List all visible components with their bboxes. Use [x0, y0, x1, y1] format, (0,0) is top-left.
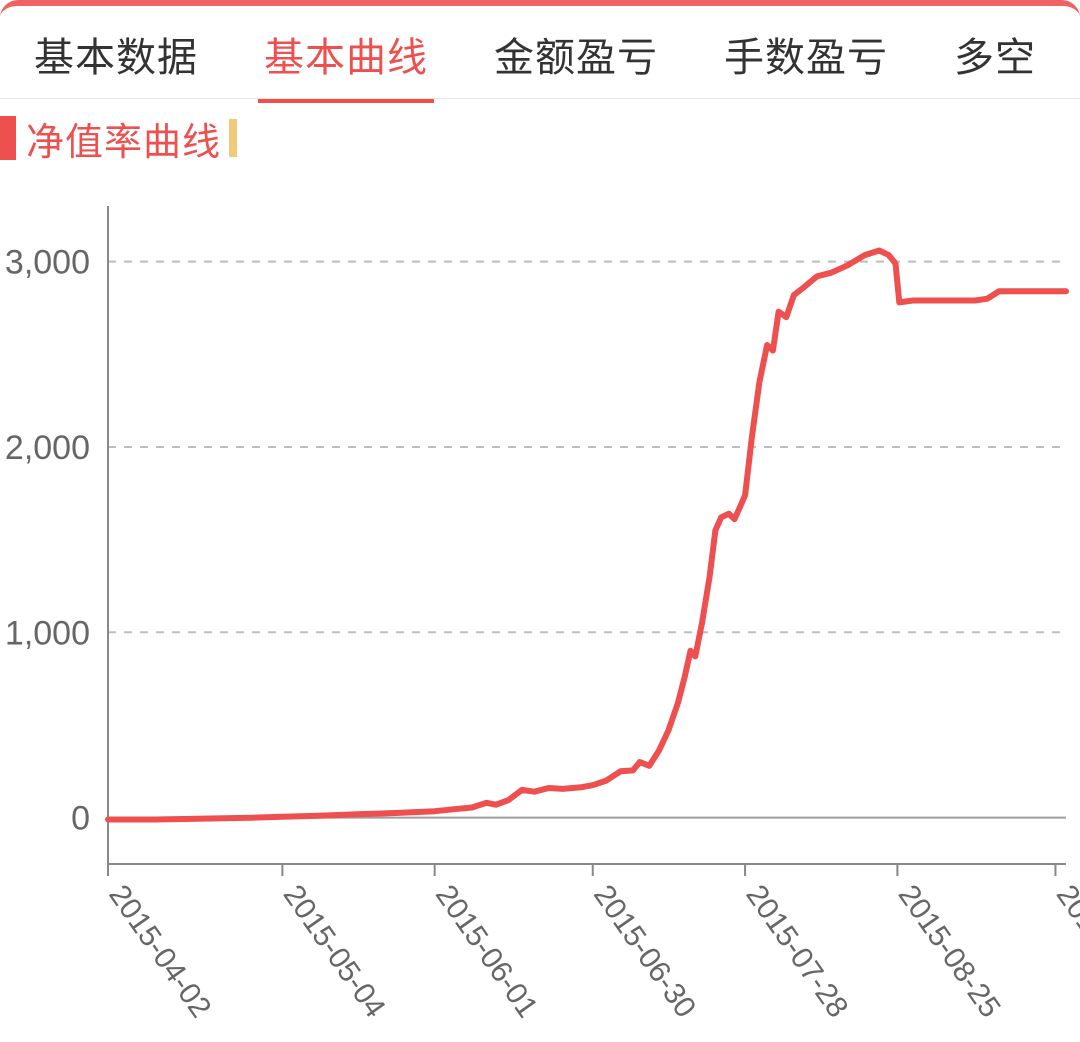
x-tick-label: 2015-06-30: [587, 879, 702, 1024]
chart-subtitle: 净值率曲线: [26, 111, 221, 166]
tab-basic-data[interactable]: 基本数据: [34, 7, 198, 95]
tab-bar: 基本数据 基本曲线 金额盈亏 手数盈亏 多空: [0, 6, 1080, 96]
y-tick-label: 3,000: [5, 244, 90, 282]
subtitle-red-bar-icon: [0, 116, 16, 160]
x-tick-label: 2015-04-02: [102, 879, 217, 1024]
x-tick-label: 2015-08-25: [892, 879, 1007, 1024]
app-root: 基本数据 基本曲线 金额盈亏 手数盈亏 多空 净值率曲线 0 1,000 2,000…: [0, 0, 1080, 1042]
y-tick-label: 1,000: [5, 614, 90, 652]
chart-container: 0 1,000 2,000 3,000 2015-04-02 2015-05-04 2015…: [0, 192, 1080, 1042]
tab-bar-underline: [0, 98, 1080, 99]
y-tick-label: 0: [71, 800, 90, 838]
x-tick-label: 2015-07-28: [739, 879, 854, 1024]
tab-long-short[interactable]: 多空: [954, 7, 1036, 95]
tab-lots-pl[interactable]: 手数盈亏: [724, 7, 888, 95]
net-value-chart: 0 1,000 2,000 3,000 2015-04-02 2015-05-04 2015…: [0, 192, 1080, 1042]
series-line: [108, 251, 1066, 820]
tab-amount-pl[interactable]: 金额盈亏: [494, 7, 658, 95]
tab-basic-curve[interactable]: 基本曲线: [264, 7, 428, 95]
subtitle-cursor-icon: [229, 119, 237, 157]
chart-subtitle-row: 净值率曲线: [0, 110, 1080, 166]
x-tick-label: 2015-06-01: [429, 879, 544, 1024]
x-tick-label: 2015-09-24: [1050, 879, 1080, 1024]
y-tick-label: 2,000: [5, 429, 90, 467]
x-tick-label: 2015-05-04: [277, 879, 392, 1024]
